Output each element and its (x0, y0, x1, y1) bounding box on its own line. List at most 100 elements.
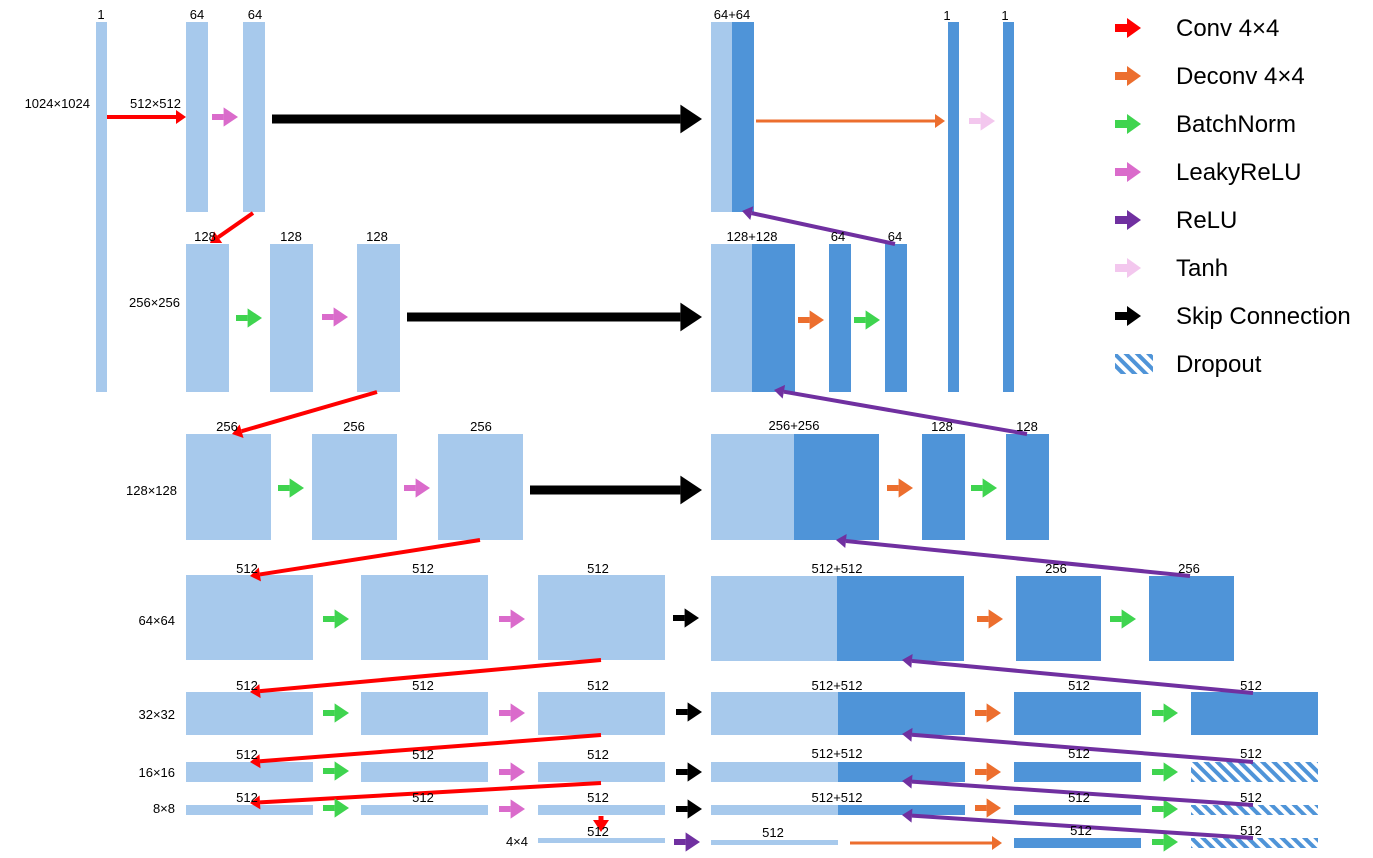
ch-label-enc64-c: 512 (587, 561, 609, 576)
ch-label-enc256-b: 128 (280, 229, 302, 244)
ch-label-dec64-cat: 512+512 (812, 561, 863, 576)
ch-label-enc32-c: 512 (587, 678, 609, 693)
leakyrelu-arrow-32 (499, 703, 525, 723)
skip-arrow-64 (673, 608, 699, 628)
conv-arrow-64-to-32 (250, 658, 602, 699)
ch-label-enc16-b: 512 (412, 747, 434, 762)
ch-label-dec32-b: 512 (1068, 678, 1090, 693)
relu-arrow-16-to-32 (902, 727, 1254, 764)
relu-arrow-4-to-8 (902, 808, 1254, 840)
enc-128-block-c (438, 434, 523, 540)
enc-16-block-b (361, 762, 488, 782)
conv-arrow-1024-to-512 (107, 110, 186, 124)
ch-label-enc64-b: 512 (412, 561, 434, 576)
leakyrelu-arrow-128 (404, 478, 430, 498)
batchnorm-arrow-8 (323, 798, 349, 818)
dec-64-block-b (1016, 576, 1101, 661)
dec-128-block-c (1006, 434, 1049, 540)
ch-label-enc32-a: 512 (236, 678, 258, 693)
enc-256-block-a (186, 244, 229, 392)
conv-arrow-512-to-256 (210, 211, 255, 244)
output-block-final (1003, 22, 1014, 392)
dec-256-block-c (885, 244, 907, 392)
batchnorm-arrow-256 (236, 308, 262, 328)
legend-label-deconv: Deconv 4×4 (1176, 63, 1305, 90)
ch-label-dec16-cat: 512+512 (812, 746, 863, 761)
legend-item-relu: ReLU (1115, 207, 1237, 234)
batchnorm-arrow-128 (278, 478, 304, 498)
legend-swatch-batchnorm (1115, 114, 1141, 134)
skip-arrow-128 (530, 475, 702, 505)
legend-item-skip: Skip Connection (1115, 303, 1351, 330)
dec-4-dropout-block (1191, 838, 1318, 848)
ch-label-dec128-cat: 256+256 (769, 418, 820, 433)
dec-256-skip-half (711, 244, 754, 392)
deconv-arrow-output (756, 114, 945, 128)
input-block-1024 (96, 22, 107, 392)
enc-64-block-b (361, 575, 488, 660)
ch-label-dec128-b: 128 (931, 419, 953, 434)
ch-label-bottleneck: 512 (587, 824, 609, 839)
ch-label-dec128-c: 128 (1016, 419, 1038, 434)
res-label-32: 32×32 (138, 707, 175, 722)
legend-label-leakyrelu: LeakyReLU (1176, 159, 1301, 186)
batchnorm-arrow-dec-4 (1152, 832, 1178, 852)
legend-item-batchnorm: BatchNorm (1115, 111, 1296, 138)
enc-512-block-b (243, 22, 265, 212)
ch-label-enc256-c: 128 (366, 229, 388, 244)
legend-swatch-tanh (1115, 258, 1141, 278)
dec-128-skip-half (711, 434, 796, 540)
enc-256-block-b (270, 244, 313, 392)
batchnorm-arrow-dec-128 (971, 478, 997, 498)
legend-swatch-conv (1115, 18, 1141, 38)
conv-arrow-128-to-64 (250, 538, 481, 582)
enc-16-block-c (538, 762, 665, 782)
res-label-512: 512×512 (130, 96, 181, 111)
ch-label-dec32-cat: 512+512 (812, 678, 863, 693)
dec-4-block-a (711, 840, 838, 845)
leakyrelu-arrow-256 (322, 307, 348, 327)
res-label-8: 8×8 (153, 801, 175, 816)
dec-8-block-b (1014, 805, 1141, 815)
deconv-arrow-256 (798, 310, 824, 330)
legend-label-relu: ReLU (1176, 207, 1237, 234)
output-block-pre (948, 22, 959, 392)
ch-label-dec16-c: 512 (1240, 746, 1262, 761)
legend-item-conv: Conv 4×4 (1115, 15, 1279, 42)
batchnorm-arrow-16 (323, 761, 349, 781)
legend-swatch-skip (1115, 306, 1141, 326)
leakyrelu-arrow-8 (499, 799, 525, 819)
relu-arrow-32-to-64 (902, 653, 1254, 695)
ch-label-enc128-c: 256 (470, 419, 492, 434)
enc-128-block-b (312, 434, 397, 540)
enc-32-block-a (186, 692, 313, 735)
legend-label-batchnorm: BatchNorm (1176, 111, 1296, 138)
dec-64-up-half (837, 576, 964, 661)
legend-label-conv: Conv 4×4 (1176, 15, 1279, 42)
res-label-16: 16×16 (138, 765, 175, 780)
legend-item-tanh: Tanh (1115, 255, 1228, 282)
ch-label-dec256-b: 64 (831, 229, 845, 244)
conv-arrow-32-to-16 (250, 733, 602, 769)
ch-label-dec64-b: 256 (1045, 561, 1067, 576)
ch-label-enc16-c: 512 (587, 747, 609, 762)
ch-label-enc256-a: 128 (194, 229, 216, 244)
enc-64-block-c (538, 575, 665, 660)
ch-label-dec256-cat: 128+128 (727, 229, 778, 244)
legend-item-leakyrelu: LeakyReLU (1115, 159, 1301, 186)
ch-label-out-pre: 1 (943, 8, 950, 23)
enc-8-block-c (538, 805, 665, 815)
dec-32-skip-half (711, 692, 838, 735)
relu-arrow-4 (674, 832, 700, 852)
skip-arrow-256 (407, 302, 702, 332)
enc-32-block-b (361, 692, 488, 735)
ch-label-dec4-a: 512 (762, 825, 784, 840)
deconv-arrow-8 (975, 798, 1001, 818)
ch-label-enc8-b: 512 (412, 790, 434, 805)
relu-arrow-128-to-256 (774, 384, 1028, 436)
dec-16-block-b (1014, 762, 1141, 782)
legend-item-dropout: Dropout (1115, 351, 1262, 378)
enc-256-block-c (357, 244, 400, 392)
tanh-arrow-output (969, 111, 995, 131)
ch-label-dec8-b: 512 (1068, 790, 1090, 805)
